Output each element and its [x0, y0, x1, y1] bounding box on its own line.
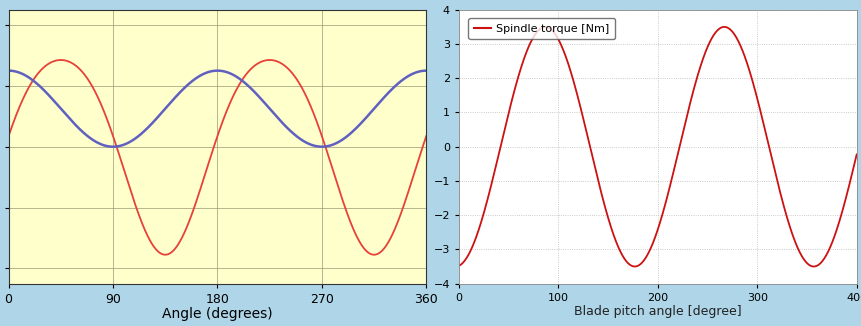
Text: $\times$10$^{-3}$: $\times$10$^{-3}$	[459, 0, 495, 4]
X-axis label: Angle (degrees): Angle (degrees)	[162, 307, 273, 321]
Legend: Spindle torque [Nm]: Spindle torque [Nm]	[468, 18, 615, 39]
X-axis label: Blade pitch angle [degree]: Blade pitch angle [degree]	[574, 305, 741, 319]
